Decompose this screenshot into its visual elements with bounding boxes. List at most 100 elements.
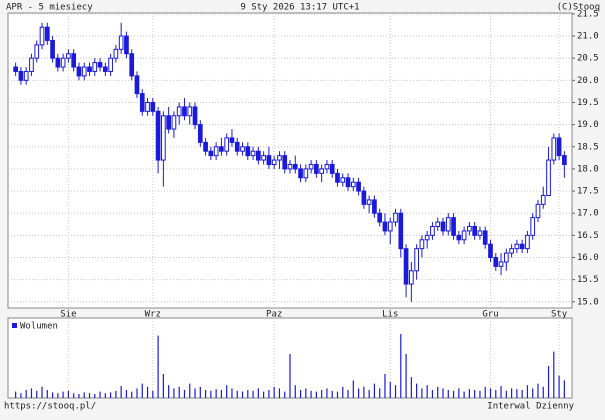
candle-body	[139, 93, 145, 112]
candle-body	[525, 234, 530, 250]
candle-body	[562, 155, 567, 165]
y-tick-label: 20.5	[577, 54, 599, 64]
candle-body	[102, 66, 108, 72]
candle-body	[277, 155, 282, 161]
candle-body	[451, 217, 456, 236]
x-tick-label: Wrz	[145, 310, 161, 320]
candle-body	[97, 62, 103, 68]
candle-body	[488, 243, 493, 259]
candle-body	[81, 66, 87, 77]
candle-body	[71, 53, 77, 68]
x-tick-label: Sie	[60, 310, 76, 320]
candle-body	[356, 181, 361, 192]
candle-body	[366, 199, 372, 205]
candle-body	[213, 146, 219, 157]
y-tick-label: 16.5	[577, 231, 599, 241]
candle-body	[50, 39, 55, 59]
x-tick-label: Sty	[551, 310, 568, 320]
candle-body	[261, 155, 266, 161]
candle-body	[440, 221, 446, 232]
candle-body	[324, 163, 330, 170]
candle-body	[292, 163, 298, 170]
candle-body	[266, 155, 272, 165]
candle-body	[350, 181, 356, 188]
candle-body	[29, 57, 34, 72]
candle-body	[461, 230, 467, 241]
candle-body	[176, 106, 182, 117]
candle-body	[482, 230, 488, 245]
candle-body	[377, 212, 383, 223]
candle-body	[414, 248, 419, 272]
candle-body	[503, 252, 509, 263]
footer-left[interactable]: https://stooq.pl/	[4, 402, 96, 412]
legend-swatch	[12, 323, 17, 328]
candle-body	[409, 270, 414, 285]
candle-body	[435, 221, 441, 227]
candle-body	[445, 217, 451, 232]
candle-body	[472, 225, 478, 236]
candle-body	[340, 177, 346, 183]
candle-body	[456, 234, 462, 241]
candle-body	[514, 243, 520, 250]
y-tick-label: 15.0	[577, 297, 599, 307]
candle-body	[166, 115, 171, 130]
candle-body	[540, 194, 546, 205]
candle-body	[192, 106, 198, 126]
candle-body	[197, 124, 203, 143]
candle-body	[382, 221, 388, 232]
candle-body	[303, 168, 309, 179]
candle-body	[498, 261, 504, 267]
x-tick-label: Paz	[266, 310, 282, 320]
x-tick-label: Gru	[482, 310, 498, 320]
candle-body	[403, 248, 409, 285]
candle-body	[345, 177, 351, 188]
candle-body	[493, 257, 499, 267]
y-tick-label: 19.0	[577, 120, 599, 130]
candle-body	[271, 159, 277, 165]
candle-body	[34, 44, 40, 59]
candle-body	[398, 212, 404, 250]
candle-body	[430, 225, 435, 236]
candle-body	[23, 70, 29, 81]
candle-body	[314, 163, 319, 174]
candle-body	[39, 26, 45, 46]
candle-body	[419, 239, 425, 250]
candle-body	[250, 150, 256, 157]
candle-body	[171, 115, 177, 130]
candle-body	[161, 115, 166, 161]
candle-body	[113, 48, 119, 59]
candle-body	[13, 66, 18, 72]
chart-subtitle: 9 Sty 2026 13:17 UTC+1	[240, 3, 359, 13]
candle-body	[424, 234, 430, 241]
candle-body	[282, 155, 288, 170]
candle-body	[329, 163, 335, 174]
candle-body	[335, 172, 340, 183]
y-tick-label: 18.0	[577, 164, 599, 174]
candle-body	[477, 230, 483, 236]
candle-body	[245, 146, 251, 157]
legend-label: Wolumen	[20, 322, 58, 332]
candle-body	[224, 137, 230, 152]
candle-body	[124, 35, 129, 55]
candle-body	[187, 106, 193, 117]
candle-body	[229, 137, 235, 143]
y-tick-label: 15.5	[577, 275, 599, 285]
candle-body	[393, 212, 398, 223]
candle-body	[182, 106, 187, 117]
y-tick-label: 18.5	[577, 142, 599, 152]
chart-title: APR - 5 miesiecy	[6, 3, 93, 13]
candle-body	[551, 137, 557, 161]
candle-body	[509, 248, 514, 254]
candle-body	[92, 62, 98, 72]
candle-body	[155, 110, 161, 161]
y-tick-label: 17.5	[577, 187, 599, 197]
candle-body	[66, 53, 71, 59]
candle-body	[150, 101, 156, 112]
candle-body	[240, 146, 245, 152]
y-tick-label: 21.0	[577, 32, 599, 42]
candle-body	[255, 150, 261, 161]
candle-body	[76, 66, 82, 77]
candle-body	[234, 141, 240, 152]
candle-body	[55, 57, 61, 68]
candle-body	[535, 203, 541, 219]
